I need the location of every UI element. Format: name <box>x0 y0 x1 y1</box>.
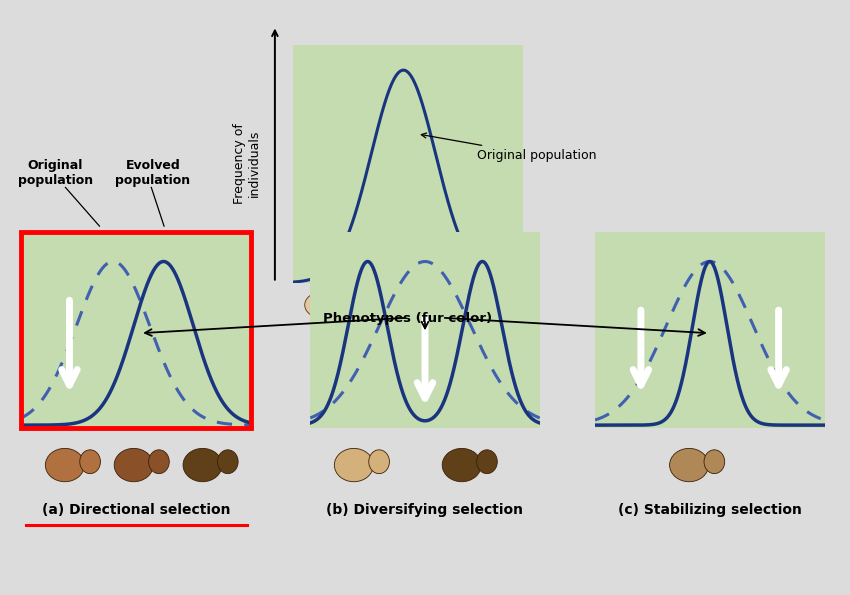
Ellipse shape <box>517 289 524 299</box>
Ellipse shape <box>477 450 497 474</box>
Ellipse shape <box>80 450 100 474</box>
Ellipse shape <box>45 449 84 482</box>
Text: (b) Diversifying selection: (b) Diversifying selection <box>326 503 524 517</box>
Ellipse shape <box>376 295 392 312</box>
Ellipse shape <box>474 292 507 318</box>
Text: Original
population: Original population <box>18 159 93 187</box>
Ellipse shape <box>389 289 397 299</box>
Ellipse shape <box>304 292 337 318</box>
Ellipse shape <box>347 289 354 299</box>
Text: Evolved
population: Evolved population <box>116 159 190 187</box>
Ellipse shape <box>369 450 389 474</box>
Ellipse shape <box>670 449 709 482</box>
Text: Frequency of
individuals: Frequency of individuals <box>234 123 261 204</box>
Ellipse shape <box>149 450 169 474</box>
Ellipse shape <box>418 295 434 312</box>
Ellipse shape <box>503 295 519 312</box>
Ellipse shape <box>461 295 477 312</box>
Ellipse shape <box>347 292 379 318</box>
Text: (a) Directional selection: (a) Directional selection <box>42 503 230 517</box>
Ellipse shape <box>334 449 373 482</box>
Text: Phenotypes (fur color): Phenotypes (fur color) <box>324 312 492 325</box>
Ellipse shape <box>389 292 422 318</box>
Ellipse shape <box>432 289 439 299</box>
Ellipse shape <box>442 449 481 482</box>
Text: (c) Stabilizing selection: (c) Stabilizing selection <box>618 503 802 517</box>
Ellipse shape <box>114 449 153 482</box>
Ellipse shape <box>432 292 464 318</box>
Text: Original population: Original population <box>422 133 597 162</box>
Ellipse shape <box>333 295 349 312</box>
Ellipse shape <box>704 450 725 474</box>
Ellipse shape <box>474 289 482 299</box>
Ellipse shape <box>218 450 238 474</box>
Ellipse shape <box>183 449 222 482</box>
